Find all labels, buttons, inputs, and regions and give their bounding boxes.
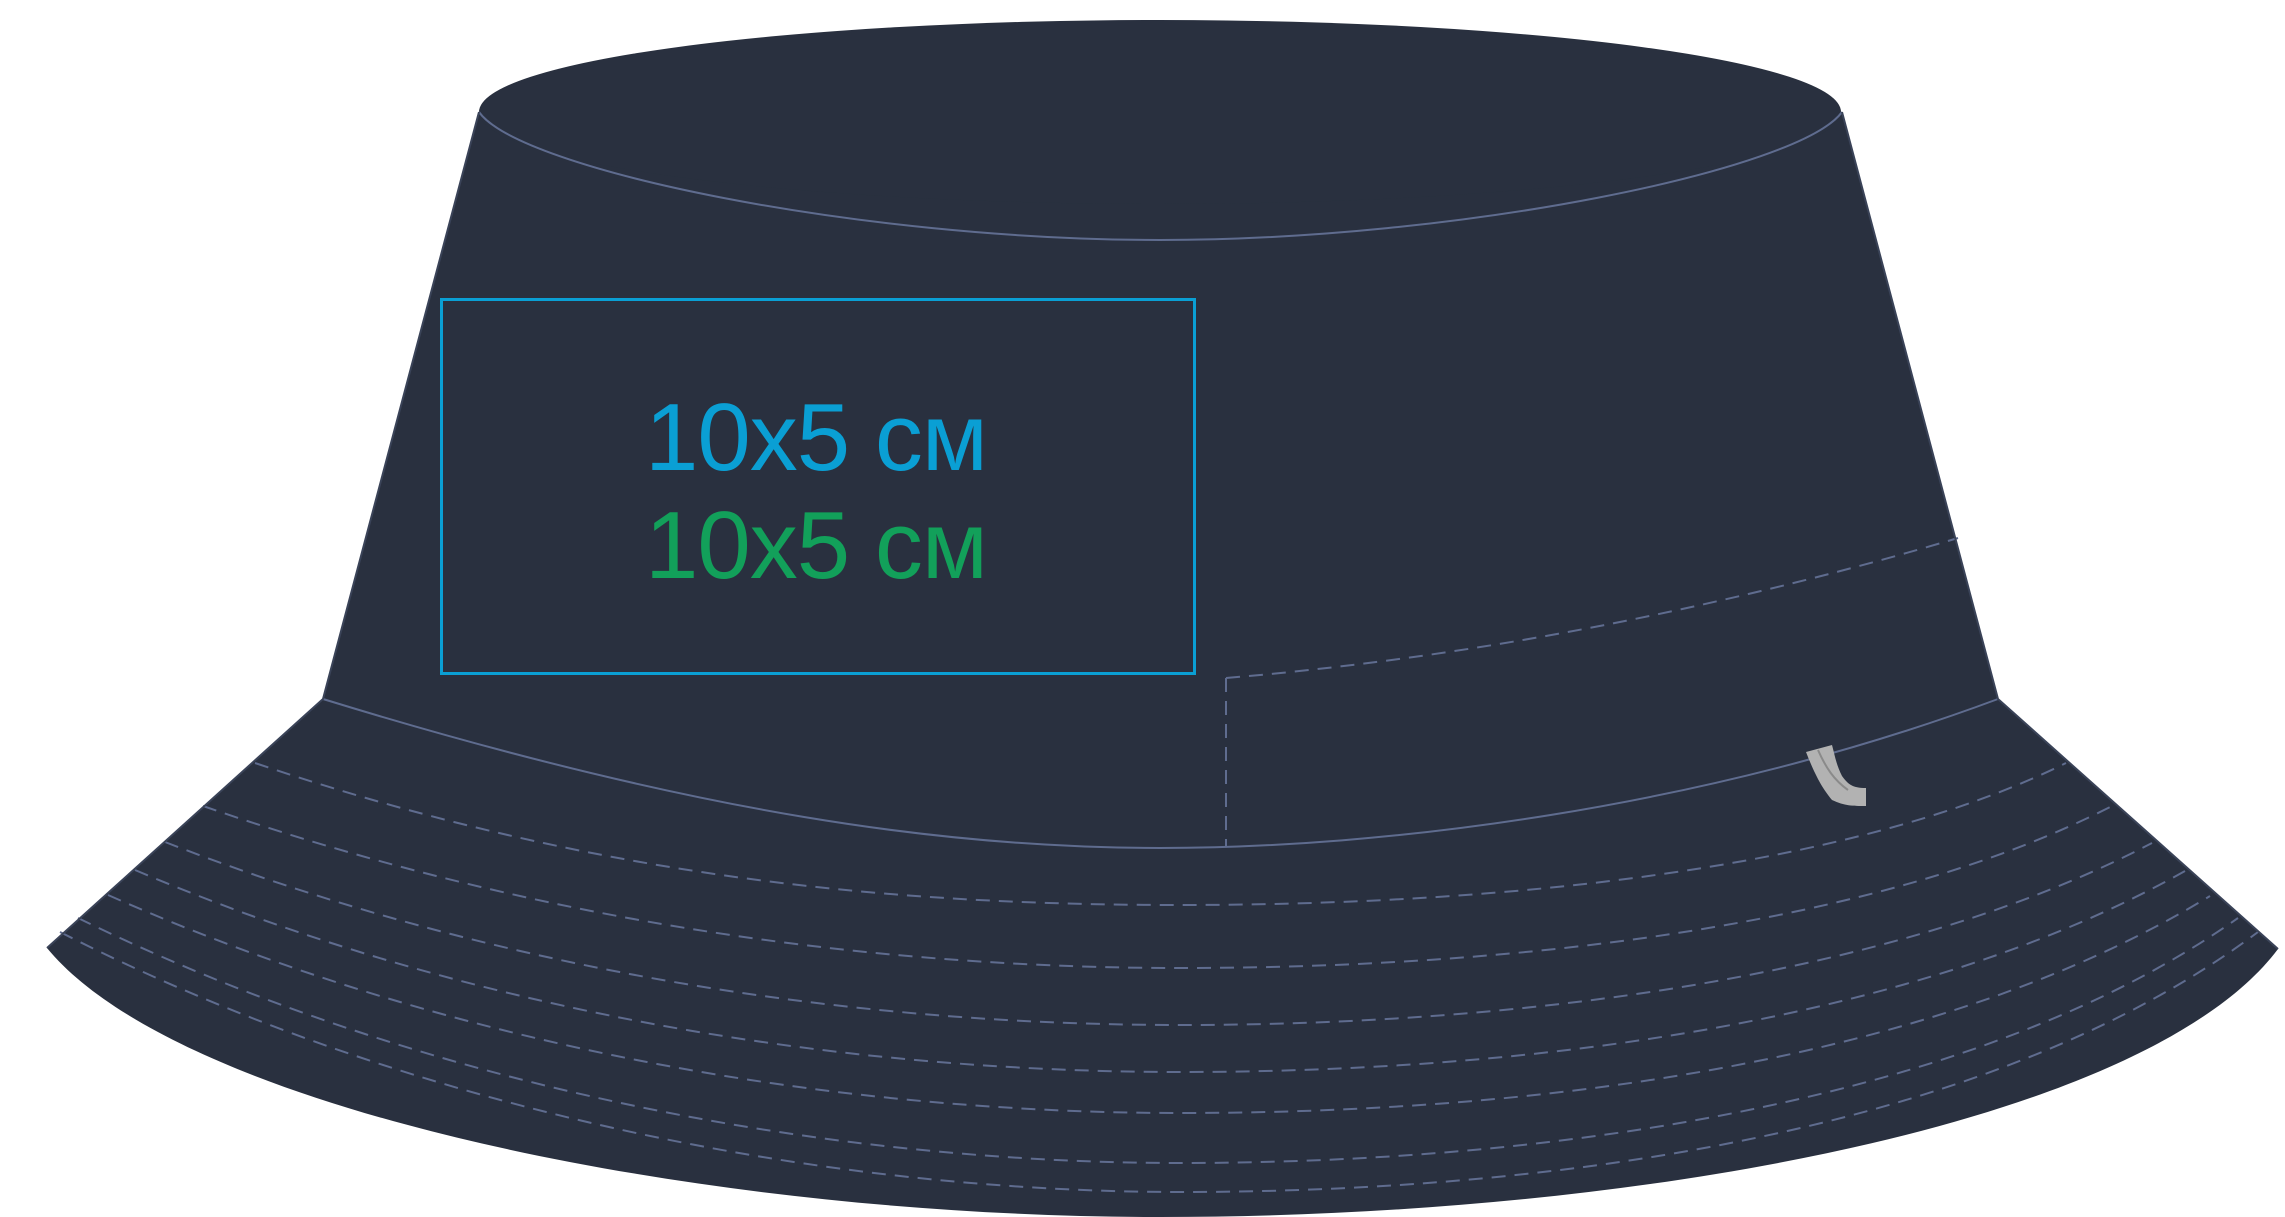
- hat-brim: [47, 699, 2278, 1217]
- print-area-frame: [440, 298, 1196, 675]
- brim-stitch-row: [77, 917, 2239, 1165]
- brim-stitch-row: [164, 841, 2153, 1027]
- print-size-label-blue: 10x5 см: [645, 384, 988, 491]
- band-stitch-top: [1225, 537, 1959, 679]
- hat-crown: [323, 112, 1998, 848]
- side-label-tag: [1806, 745, 1866, 806]
- brim-stitch-row: [107, 894, 2211, 1115]
- crown-brim-seam: [322, 698, 1999, 850]
- brim-stitching: [59, 762, 2259, 1194]
- brim-stitch-row: [134, 869, 2186, 1074]
- top-seam: [478, 111, 1843, 242]
- print-size-label-green: 10x5 см: [645, 492, 988, 599]
- hat-outline: [46, 111, 2279, 950]
- brim-stitch-row: [202, 805, 2113, 970]
- brim-stitch-row: [254, 762, 2067, 907]
- label-tag-shape: [1806, 745, 1866, 806]
- hat-top: [479, 20, 1841, 204]
- brim-stitch-row: [59, 931, 2259, 1194]
- label-tag-fold: [1817, 749, 1849, 791]
